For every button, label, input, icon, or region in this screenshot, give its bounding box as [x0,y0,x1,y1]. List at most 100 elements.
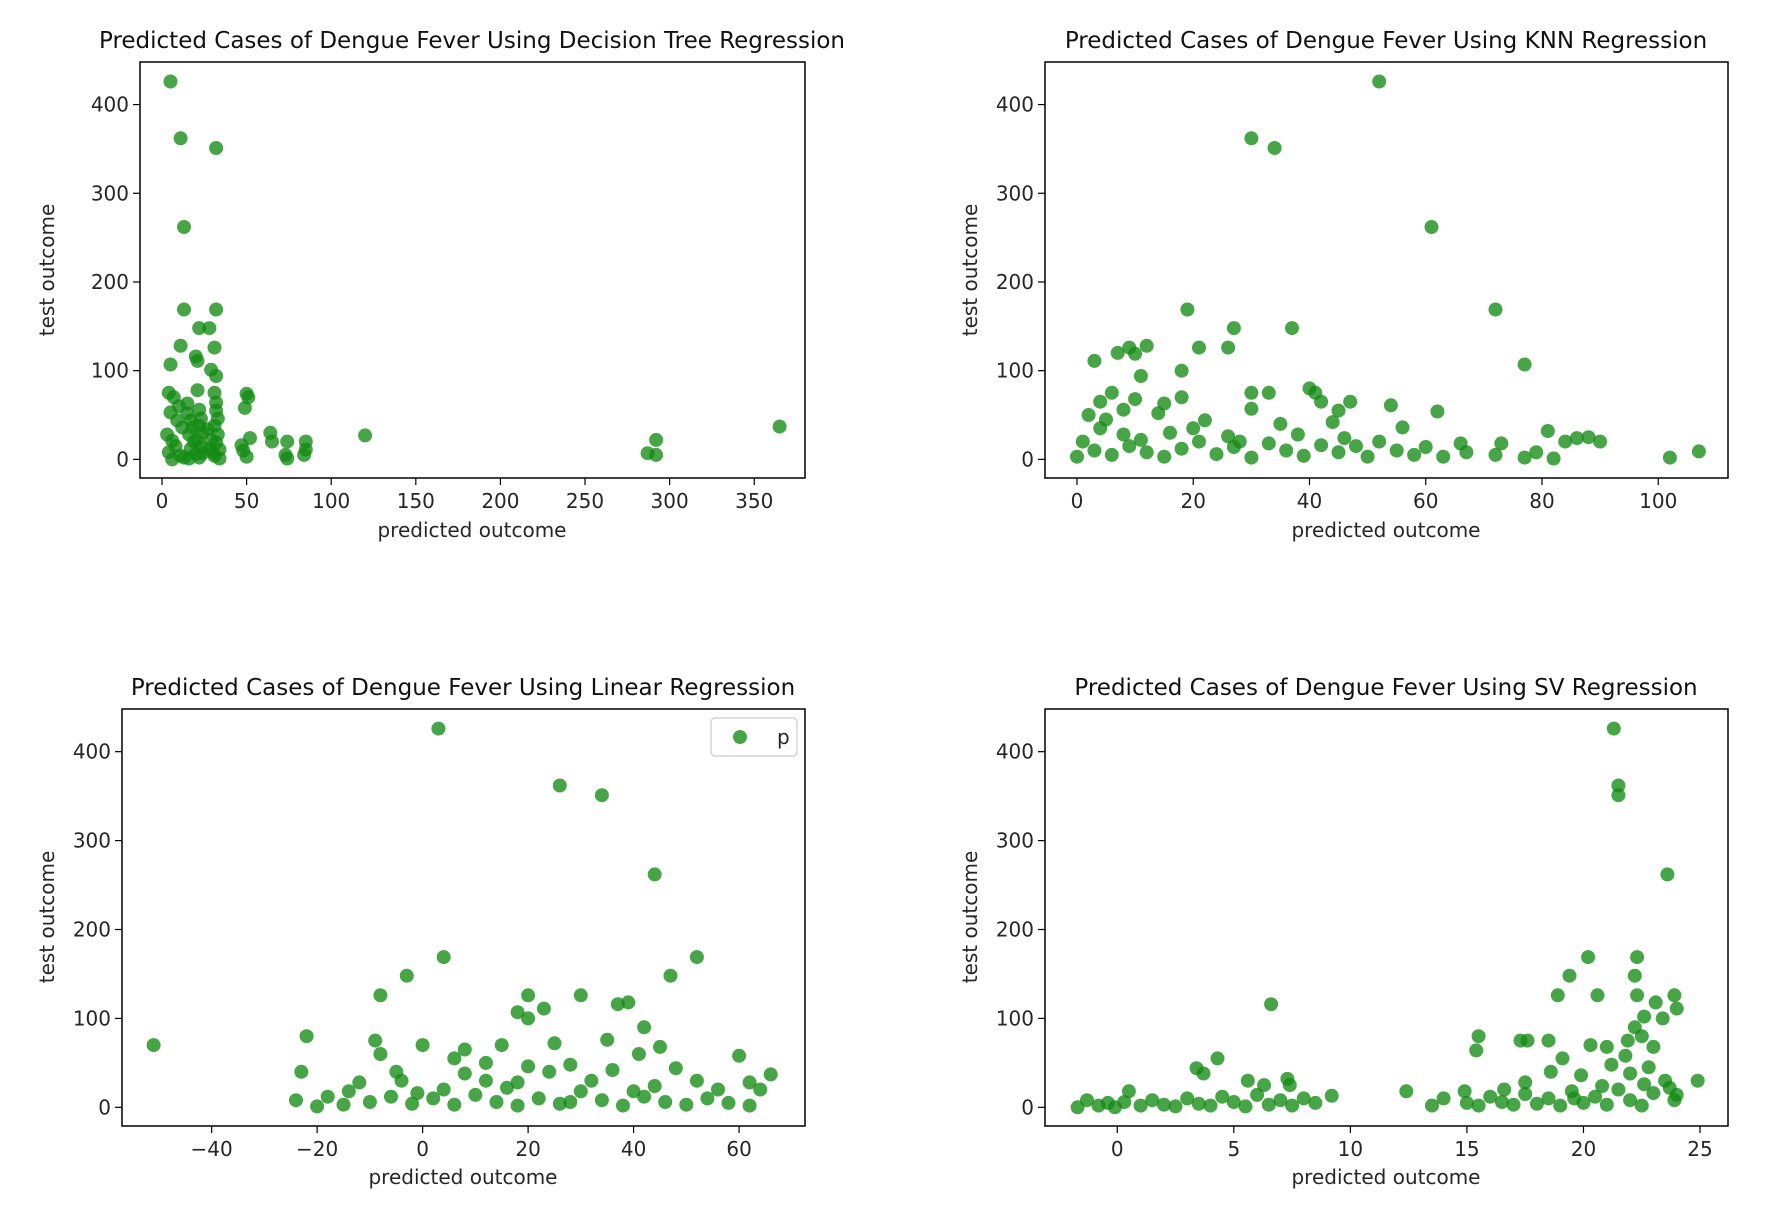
linear-data-point [753,1082,768,1097]
knn-data-point [1133,369,1148,383]
linear-data-point [415,1038,430,1053]
knn-data-point [1395,420,1410,435]
knn-data-point [1244,131,1259,146]
knn-y-tick-label: 400 [996,93,1034,117]
sv-y-tick-label: 100 [996,1006,1034,1030]
sv-data-point [1541,1091,1556,1106]
linear-legend-box [710,717,798,757]
sv-data-point [1494,1095,1509,1109]
knn-y-tick-label: 200 [996,270,1034,294]
sv-data-point [1606,721,1621,736]
linear-data-point [594,788,609,803]
dt-data-point [237,400,252,415]
dt-data-point [209,141,224,155]
sv-data-point [1562,968,1577,983]
linear-data-point [310,1099,325,1114]
knn-data-point [1383,398,1398,413]
dt-data-point [649,447,664,462]
knn-x-tick-label: 40 [1297,489,1322,513]
knn-data-point [1116,427,1131,442]
knn-y-tick-label: 300 [996,181,1034,205]
knn-data-point [1372,74,1387,89]
sv-data-point [1618,1048,1633,1063]
linear-data-point [663,968,678,983]
dt-y-axis-label: test outcome [35,204,59,337]
sv-data-point [1581,950,1596,965]
sv-data-point [1210,1051,1225,1066]
knn-data-point [1180,302,1195,317]
linear-data-point [521,1059,536,1074]
dt-x-ticks: 0 50 100 150 200 250 300 350 [156,478,773,513]
linear-data-point [626,1084,641,1099]
dt-data-point [177,220,191,234]
knn-data-point [1186,421,1201,436]
knn-data-point [1192,340,1206,355]
knn-x-tick-label: 20 [1180,489,1205,513]
linear-data-point [447,1051,462,1066]
linear-data-point [289,1093,303,1108]
dt-data-point [202,321,217,336]
dt-x-tick-label: 100 [312,489,350,513]
dt-data-point [180,396,195,411]
sv-y-tick-label: 300 [996,829,1034,853]
knn-data-point [1279,443,1294,458]
knn-data-point [1314,438,1329,453]
dt-data-point [182,451,197,466]
linear-data-point [399,968,414,983]
dt-data-point [177,302,191,317]
linear-data-point [373,1047,388,1061]
linear-data-point [494,1038,509,1053]
knn-data-point [1192,434,1206,449]
knn-data-point [1128,346,1143,361]
sv-data-point [1543,1064,1558,1079]
dt-data-point [236,443,251,458]
linear-legend-marker [733,730,747,744]
dt-data-point [649,432,664,447]
dt-y-tick-label: 100 [91,359,129,383]
linear-data-point [299,1029,314,1044]
sv-data-point [1520,1033,1535,1048]
linear-data-point [368,1033,383,1048]
sv-data-point [1637,1009,1652,1024]
sv-x-axis-label: predicted outcome [1291,1165,1480,1189]
linear-data-point [658,1095,673,1109]
sv-y-tick-label: 200 [996,918,1034,942]
knn-x-tick-label: 80 [1529,489,1554,513]
knn-axes-frame [1044,61,1729,479]
dt-data-point [265,434,279,449]
linear-data-point [336,1097,351,1112]
sv-data-point [1240,1073,1255,1088]
sv-data-point [1667,988,1682,1003]
sv-data-point [1655,1011,1670,1026]
dt-x-axis-label: predicted outcome [377,518,566,542]
linear-data-point [352,1075,367,1090]
linear-data-point [510,1005,525,1020]
sv-data-point [1261,1097,1276,1112]
dt-axes-frame [139,61,806,479]
sv-data-point [1399,1084,1414,1099]
knn-data-point [1104,385,1119,400]
sv-y-tick-label: 400 [996,740,1034,764]
linear-data-point [510,1075,525,1090]
knn-data-point [1581,430,1596,445]
dt-x-tick-label: 200 [481,489,519,513]
linear-data-point [732,1048,747,1063]
linear-legend-label: p [777,725,790,749]
linear-data-point [405,1096,420,1111]
linear-points [146,721,778,1114]
linear-data-point [552,778,567,793]
linear-data-point [521,988,536,1003]
dt-data-point [241,390,256,405]
linear-data-point [763,1067,778,1082]
sv-data-point [1634,1098,1649,1113]
linear-data-point [531,1091,546,1106]
dt-data-point [297,447,312,462]
linear-x-tick-label: 0 [416,1137,429,1161]
knn-x-tick-label: 0 [1071,489,1084,513]
sv-data-point [1595,1079,1610,1093]
sv-x-tick-label: 10 [1338,1137,1363,1161]
sv-regression-panel: Predicted Cases of Dengue Fever Using SV… [958,675,1729,1189]
dt-data-point [163,357,178,372]
knn-data-point [1157,449,1172,464]
linear-data-point [426,1091,441,1106]
